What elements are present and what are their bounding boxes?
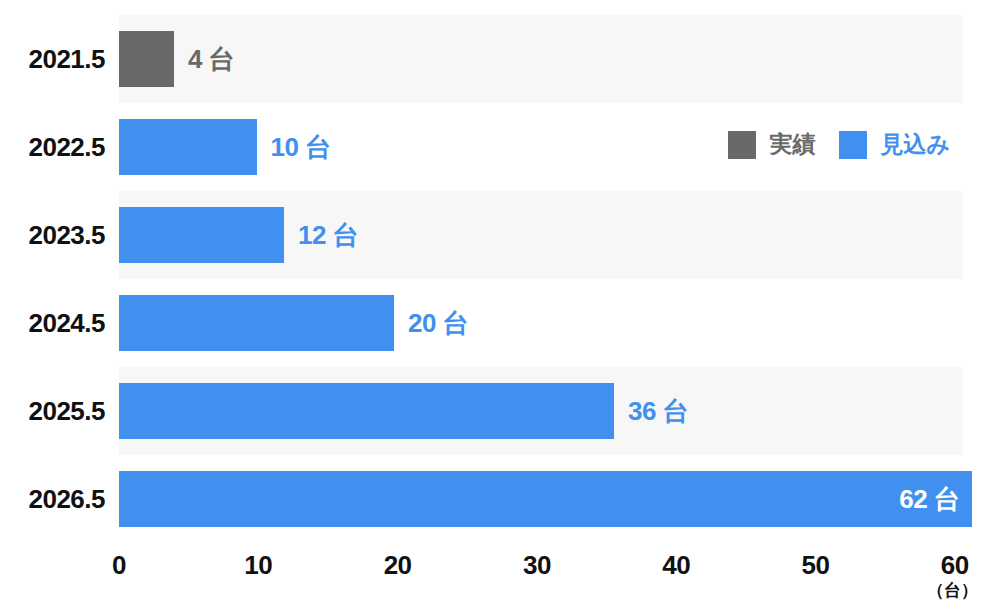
- chart-rows: 2021.5 4 台 2022.5 10 台 2023.5 12 台: [0, 15, 963, 543]
- value-label: 10 台: [271, 130, 331, 165]
- plot-area: 62 台: [119, 455, 963, 543]
- bar-forecast: 10 台: [119, 119, 257, 175]
- plot-area: 12 台: [119, 191, 963, 279]
- x-tick: 50: [802, 550, 830, 581]
- plot-area: 10 台: [119, 103, 963, 191]
- category-label: 2022.5: [0, 103, 119, 191]
- chart-row: 2025.5 36 台: [0, 367, 963, 455]
- plot-area: 36 台: [119, 367, 963, 455]
- chart-row: 2022.5 10 台: [0, 103, 963, 191]
- chart-row: 2026.5 62 台: [0, 455, 963, 543]
- bar-forecast: 36 台: [119, 383, 614, 439]
- x-tick: 40: [662, 550, 690, 581]
- value-label: 4 台: [188, 42, 234, 77]
- x-tick: 0: [112, 550, 126, 581]
- plot-area: 4 台: [119, 15, 963, 103]
- category-label: 2025.5: [0, 367, 119, 455]
- x-tick: 10: [244, 550, 272, 581]
- bar-forecast: 20 台: [119, 295, 394, 351]
- bar-actual: 4 台: [119, 31, 174, 87]
- x-axis: 0 10 20 30 40 50 60: [119, 550, 963, 582]
- value-label: 36 台: [628, 394, 688, 429]
- category-label: 2021.5: [0, 15, 119, 103]
- bar-forecast: 62 台: [119, 471, 972, 527]
- bar-forecast: 12 台: [119, 207, 284, 263]
- x-tick: 20: [384, 550, 412, 581]
- chart-row: 2023.5 12 台: [0, 191, 963, 279]
- value-label: 62 台: [899, 482, 959, 517]
- axis-unit-label: （台）: [927, 579, 978, 602]
- category-label: 2023.5: [0, 191, 119, 279]
- plot-area: 20 台: [119, 279, 963, 367]
- category-label: 2026.5: [0, 455, 119, 543]
- chart-row: 2021.5 4 台: [0, 15, 963, 103]
- drone-sales-bar-chart: ドローン事業販売件数 実績 見込み 2021.5 4 台 2022.5 10 台: [0, 0, 1000, 615]
- chart-row: 2024.5 20 台: [0, 279, 963, 367]
- value-label: 20 台: [408, 306, 468, 341]
- category-label: 2024.5: [0, 279, 119, 367]
- x-tick: 60: [941, 550, 969, 581]
- value-label: 12 台: [298, 218, 358, 253]
- x-tick: 30: [523, 550, 551, 581]
